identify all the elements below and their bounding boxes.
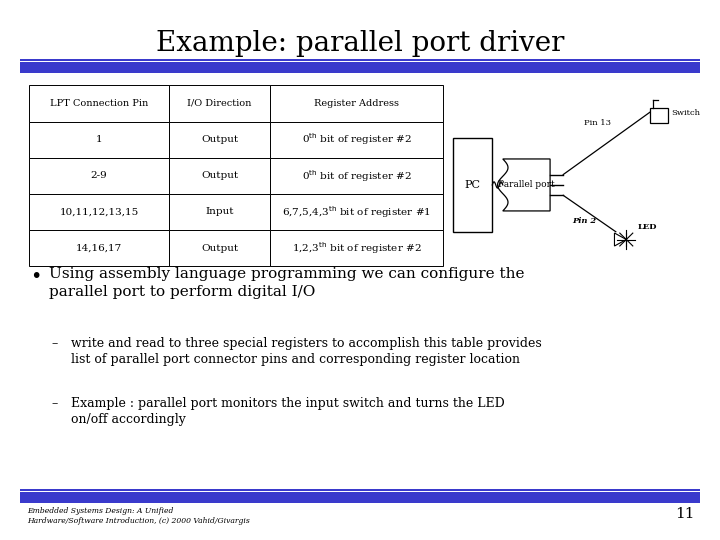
FancyBboxPatch shape [29,85,169,122]
Text: Pin 13: Pin 13 [584,119,611,127]
FancyBboxPatch shape [29,158,169,194]
FancyBboxPatch shape [270,158,443,194]
Text: 1: 1 [96,135,102,144]
Text: 6,7,5,4,3$^{\mathrm{th}}$ bit of register #1: 6,7,5,4,3$^{\mathrm{th}}$ bit of registe… [282,204,431,220]
Text: Pin 2: Pin 2 [572,217,596,225]
FancyBboxPatch shape [29,230,169,266]
FancyBboxPatch shape [270,85,443,122]
Text: Example : parallel port monitors the input switch and turns the LED
on/off accor: Example : parallel port monitors the inp… [71,397,504,426]
Text: LED: LED [638,223,657,231]
FancyBboxPatch shape [270,194,443,230]
Text: –: – [52,397,58,410]
Text: Output: Output [201,135,238,144]
FancyBboxPatch shape [453,138,492,232]
Text: –: – [52,338,58,350]
FancyBboxPatch shape [20,492,700,503]
FancyBboxPatch shape [169,85,270,122]
FancyBboxPatch shape [20,59,700,61]
FancyBboxPatch shape [169,230,270,266]
Text: 14,16,17: 14,16,17 [76,244,122,253]
FancyBboxPatch shape [29,122,169,158]
Polygon shape [614,233,626,246]
FancyBboxPatch shape [169,158,270,194]
Text: Output: Output [201,171,238,180]
Text: PC: PC [464,180,480,190]
FancyBboxPatch shape [20,62,700,73]
Polygon shape [498,159,550,211]
Text: Register Address: Register Address [314,99,399,108]
FancyBboxPatch shape [169,194,270,230]
Text: write and read to three special registers to accomplish this table provides
list: write and read to three special register… [71,338,541,367]
Text: Embedded Systems Design: A Unified
Hardware/Software Introduction, (c) 2000 Vahi: Embedded Systems Design: A Unified Hardw… [27,507,250,525]
Text: 11: 11 [675,507,695,521]
Text: Example: parallel port driver: Example: parallel port driver [156,30,564,57]
FancyBboxPatch shape [650,109,668,123]
Text: •: • [30,267,42,286]
Text: Using assembly language programming we can configure the
parallel port to perfor: Using assembly language programming we c… [49,267,524,299]
Text: I/O Direction: I/O Direction [187,99,252,108]
Text: 2-9: 2-9 [91,171,107,180]
Text: 0$^{\mathrm{th}}$ bit of register #2: 0$^{\mathrm{th}}$ bit of register #2 [302,132,411,147]
FancyBboxPatch shape [270,122,443,158]
Text: 1,2,3$^{\mathrm{th}}$ bit of register #2: 1,2,3$^{\mathrm{th}}$ bit of register #2 [292,240,421,256]
FancyBboxPatch shape [20,489,700,491]
Text: Switch: Switch [671,109,700,117]
Text: Input: Input [205,207,234,217]
FancyBboxPatch shape [169,122,270,158]
Text: 0$^{\mathrm{th}}$ bit of register #2: 0$^{\mathrm{th}}$ bit of register #2 [302,168,411,184]
Text: Parallel port: Parallel port [498,180,555,190]
FancyBboxPatch shape [29,194,169,230]
Text: Output: Output [201,244,238,253]
Text: 10,11,12,13,15: 10,11,12,13,15 [59,207,139,217]
FancyBboxPatch shape [270,230,443,266]
Text: LPT Connection Pin: LPT Connection Pin [50,99,148,108]
